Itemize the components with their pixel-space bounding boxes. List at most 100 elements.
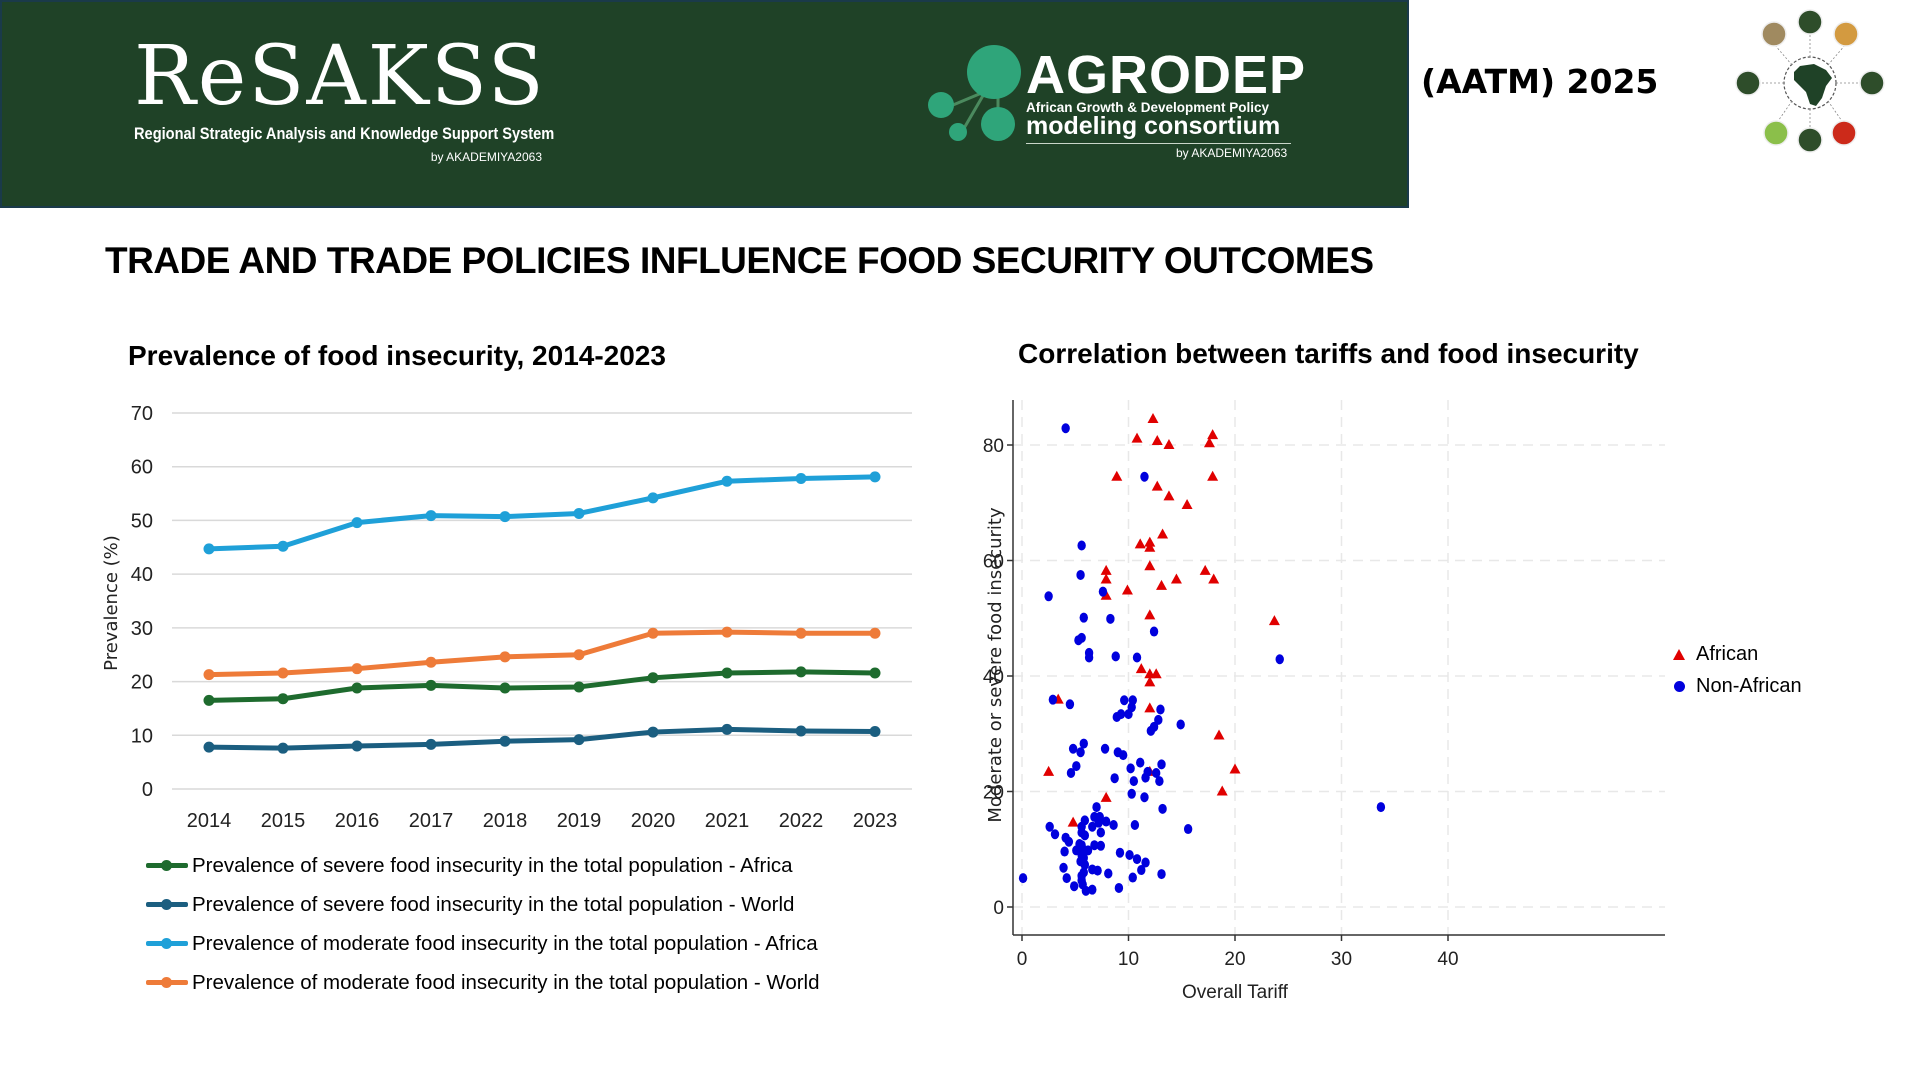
scatter-point-non-african	[1018, 873, 1028, 884]
scatter-point-non-african	[1079, 612, 1088, 623]
scatter-point-non-african	[1111, 651, 1120, 662]
legend-item: Prevalence of severe food insecurity in …	[146, 885, 820, 924]
data-point	[425, 738, 437, 750]
resakss-logo-name: ReSAKSS	[134, 29, 546, 124]
x-tick-label: 10	[1118, 949, 1139, 970]
data-point	[351, 517, 363, 529]
scatter-point-non-african	[1141, 857, 1150, 868]
agrodep-network-icon	[928, 45, 1021, 141]
scatter-point-african	[1052, 693, 1064, 704]
agrodep-logo: AGRODEP African Growth & Development Pol…	[926, 42, 1306, 167]
scatter-point-non-african	[1132, 652, 1142, 663]
agrodep-logo-subtitle-1: African Growth & Development Policy	[1026, 100, 1270, 115]
agrodep-logo-subtitle-2: modeling consortium	[1026, 112, 1281, 140]
scatter-point-non-african	[1116, 709, 1126, 720]
y-axis-label: Moderate or severe food insecurity	[985, 507, 1006, 823]
scatter-point-non-african	[1128, 872, 1137, 883]
scatter-point-non-african	[1275, 654, 1284, 665]
scatter-point-non-african	[1101, 816, 1111, 827]
scatter-point-non-african	[1088, 821, 1097, 832]
scatter-point-non-african	[1074, 635, 1083, 646]
scatter-point-non-african	[1045, 821, 1054, 832]
data-point	[425, 679, 437, 691]
scatter-point-non-african	[1069, 881, 1079, 892]
scatter-point-non-african	[1095, 811, 1104, 822]
y-tick-label: 40	[983, 667, 1004, 688]
scatter-point-non-african	[1158, 803, 1167, 814]
scatter-point-non-african	[1100, 743, 1110, 754]
event-title: (AATM) 2025	[1421, 62, 1659, 101]
series-line	[208, 726, 876, 751]
circle-marker-icon	[1672, 680, 1686, 692]
scatter-point-non-african	[1140, 792, 1149, 803]
scatter-point-non-african	[1376, 802, 1386, 813]
legend-label: African	[1696, 642, 1759, 665]
scatter-point-non-african	[1113, 747, 1123, 758]
data-point	[499, 651, 511, 663]
legend-line-marker-icon	[146, 976, 188, 988]
scatter-point-non-african	[1136, 757, 1145, 768]
scatter-point-non-african	[1129, 776, 1139, 787]
legend-line-marker-icon	[146, 859, 188, 871]
data-point	[721, 723, 733, 735]
scatter-point-non-african	[1088, 864, 1097, 875]
data-point	[795, 725, 807, 737]
scatter-point-non-african	[1155, 776, 1164, 787]
scatter-chart-legend: African Non-African	[1672, 638, 1802, 702]
scatter-point-african	[1121, 584, 1133, 595]
legend-line-marker-icon	[146, 937, 188, 949]
scatter-point-african	[1181, 499, 1193, 510]
x-tick-label: 2023	[853, 810, 898, 832]
scatter-point-non-african	[1077, 827, 1086, 838]
scatter-point-non-african	[1120, 695, 1129, 706]
scatter-point-non-african	[1127, 702, 1136, 713]
scatter-point-african	[1213, 729, 1225, 740]
scatter-point-non-african	[1096, 827, 1106, 838]
data-point	[573, 681, 585, 693]
y-tick-label: 80	[983, 436, 1004, 457]
data-point	[351, 740, 363, 752]
scatter-point-african	[1157, 528, 1169, 539]
data-point	[573, 507, 585, 519]
data-point	[425, 656, 437, 668]
scatter-point-non-african	[1149, 626, 1159, 637]
scatter-point-non-african	[1098, 586, 1108, 597]
scatter-point-non-african	[1141, 772, 1150, 783]
scatter-point-african	[1134, 538, 1146, 549]
scatter-point-non-african	[1061, 832, 1070, 843]
scatter-point-african	[1144, 536, 1156, 547]
scatter-point-non-african	[1084, 647, 1094, 658]
scatter-point-non-african	[1124, 709, 1133, 720]
main-heading: TRADE AND TRADE POLICIES INFLUENCE FOOD …	[105, 240, 1374, 281]
scatter-point-non-african	[1084, 652, 1094, 663]
scatter-point-non-african	[1176, 719, 1185, 730]
data-point	[573, 649, 585, 661]
x-tick-label: 20	[1224, 949, 1245, 970]
data-point	[277, 742, 289, 754]
legend-line-marker-icon	[146, 898, 188, 910]
scatter-point-african	[1151, 480, 1163, 491]
y-tick-label: 10	[131, 725, 153, 747]
y-tick-label: 20	[131, 672, 153, 694]
x-tick-label: 0	[1017, 949, 1028, 970]
y-tick-label: 0	[142, 779, 153, 801]
x-tick-label: 30	[1331, 949, 1352, 970]
scatter-point-african	[1229, 763, 1241, 774]
data-point	[795, 666, 807, 678]
scatter-point-non-african	[1130, 819, 1140, 830]
scatter-point-non-african	[1061, 423, 1070, 434]
scatter-point-african	[1111, 470, 1123, 481]
scatter-point-non-african	[1114, 882, 1124, 893]
x-tick-label: 2014	[187, 810, 232, 832]
scatter-point-non-african	[1110, 773, 1119, 784]
legend-item: African	[1672, 638, 1802, 670]
scatter-point-non-african	[1062, 873, 1071, 884]
scatter-point-non-african	[1156, 704, 1165, 715]
line-chart-title: Prevalence of food insecurity, 2014-2023	[128, 340, 666, 371]
scatter-point-african	[1151, 434, 1163, 445]
scatter-point-non-african	[1126, 763, 1135, 774]
scatter-point-non-african	[1078, 879, 1087, 890]
scatter-point-non-african	[1078, 844, 1087, 855]
scatter-point-non-african	[1149, 721, 1159, 732]
data-point	[647, 627, 659, 639]
